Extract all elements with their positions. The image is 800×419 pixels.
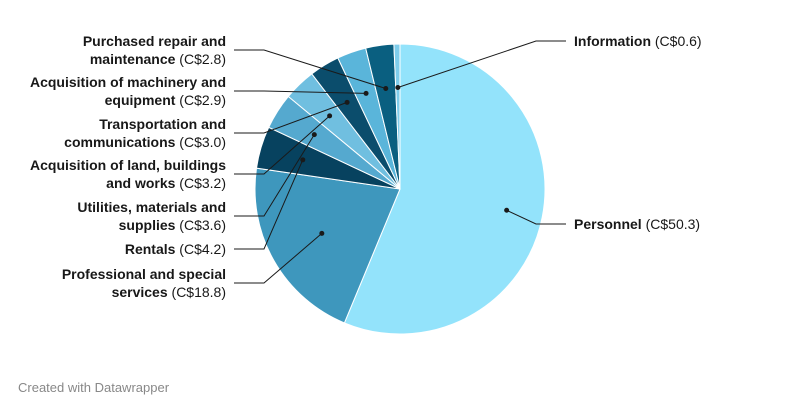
leader-dot [383,86,389,92]
slice-label: Acquisition of land, buildings and works … [30,157,226,191]
slice-label-name: Professional and special [62,266,226,282]
slice-label: Acquisition of machinery and equipment (C… [30,74,226,108]
slice-label-name: Information [574,33,651,49]
leader-line [234,233,323,284]
slice-label: Utilities, materials and supplies (C$3.6) [77,199,226,233]
leader-dot [363,90,369,96]
slice-label-name: communications [64,134,175,150]
leader-line [234,115,330,175]
leader-dot [319,230,325,236]
slice-label-name: Utilities, materials and [77,199,226,215]
leader-line [397,40,566,88]
slice-label-value: (C$3.6) [175,217,226,233]
slice-label-name: Acquisition of land, buildings [30,157,226,173]
slice-label-value: (C$4.2) [175,241,226,257]
leader-line [234,49,386,89]
leader-line [234,101,348,134]
slice-label-name: Purchased repair and [83,33,226,49]
slice-label-value: (C$3.2) [175,175,226,191]
pie-slice-information [393,43,401,190]
leader-line [234,90,367,94]
slice-label-name: Acquisition of machinery and [30,74,226,90]
slice-label-name: services [112,284,168,300]
leader-line [506,209,566,225]
leader-dot [311,132,317,138]
leader-line [234,159,304,250]
slice-label-value: (C$18.8) [168,284,226,300]
slice-label-name: supplies [119,217,176,233]
slice-label-value: (C$2.9) [175,92,226,108]
slice-label: Rentals (C$4.2) [125,241,226,257]
pie-slice-professional-and-special-services [254,167,401,324]
leader-dot [504,207,510,213]
slice-label: Information (C$0.6) [574,33,702,49]
slice-label-value: (C$0.6) [651,33,702,49]
leader-dot [344,99,350,105]
slice-label-value: (C$3.0) [175,134,226,150]
credit-text: Created with Datawrapper [18,380,170,395]
slice-label-value: (C$2.8) [175,51,226,67]
slice-label-name: equipment [105,92,176,108]
leader-dot [395,85,401,91]
slice-label-name: Transportation and [99,116,226,132]
slice-label-name: Rentals [125,241,176,257]
leader-dot [300,157,306,163]
slice-label: Personnel (C$50.3) [574,216,700,232]
slice-label-name: maintenance [90,51,176,67]
slice-label: Transportation and communications (C$3.0) [64,116,226,150]
slice-label: Professional and special services (C$18.8… [62,266,226,300]
leader-line [234,134,315,217]
slice-label: Purchased repair and maintenance (C$2.8) [83,33,226,67]
pie-slice-personnel [343,43,546,335]
leader-dot [327,113,333,119]
pie-chart: Purchased repair and maintenance (C$2.8) A… [30,33,702,335]
slice-label-name: Personnel [574,216,642,232]
slice-label-value: (C$50.3) [642,216,700,232]
slice-label-name: and works [106,175,175,191]
